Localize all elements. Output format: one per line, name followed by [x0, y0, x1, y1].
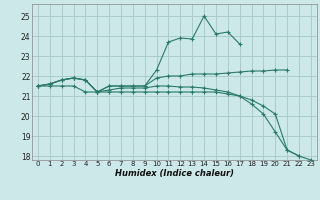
- X-axis label: Humidex (Indice chaleur): Humidex (Indice chaleur): [115, 169, 234, 178]
